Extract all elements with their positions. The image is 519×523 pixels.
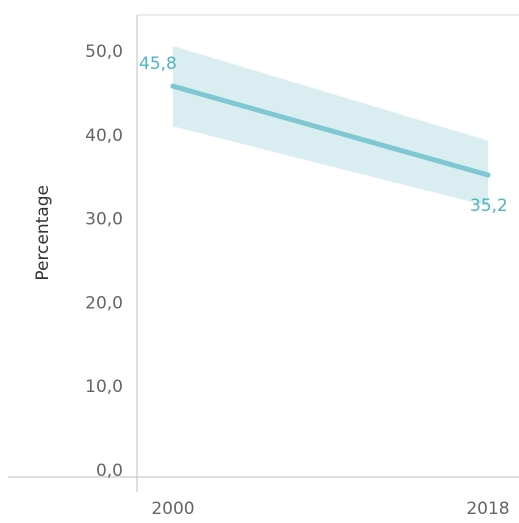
y-tick-label: 20,0 [85, 293, 123, 313]
x-tick-label: 2000 [151, 499, 194, 519]
confidence-band-layer [173, 45, 488, 207]
x-tick-label: 2018 [466, 499, 509, 519]
series-line-layer [170, 83, 491, 178]
data-point [170, 83, 176, 89]
data-point [485, 172, 491, 178]
axes [8, 14, 519, 492]
y-tick-label: 50,0 [85, 42, 123, 62]
y-tick-label: 40,0 [85, 126, 123, 146]
y-axis-title: Percentage [33, 185, 53, 281]
series-line [170, 83, 491, 178]
y-tick-label: 30,0 [85, 210, 123, 230]
y-tick-label: 10,0 [85, 377, 123, 397]
data-label: 45,8 [139, 54, 177, 74]
data-labels: 45,8 35,2 [139, 54, 508, 216]
data-label: 35,2 [470, 196, 508, 216]
confidence-band [173, 45, 488, 207]
y-tick-label: 0,0 [96, 461, 123, 481]
x-tick-labels: 2000 2018 [151, 499, 509, 519]
y-tick-labels: 0,0 10,0 20,0 30,0 40,0 50,0 [85, 42, 123, 481]
